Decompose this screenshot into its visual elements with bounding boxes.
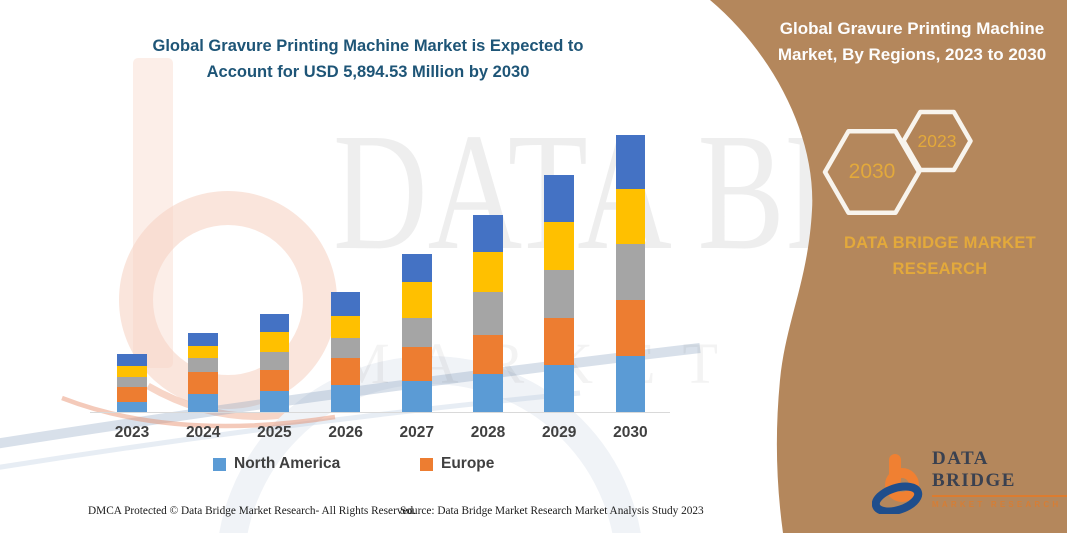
legend-item-europe: Europe bbox=[420, 455, 494, 473]
bar-segment-2030 bbox=[615, 135, 646, 189]
x-axis-label-2023: 2023 bbox=[114, 424, 150, 441]
legend-swatch-north-america-icon bbox=[213, 457, 226, 471]
bar-segment-2023 bbox=[117, 387, 147, 402]
bar-segment-2024 bbox=[188, 358, 218, 372]
region-banner-title-line2: Market, By Regions, 2023 to 2030 bbox=[777, 45, 1047, 65]
brand-logo: DATA BRIDGE MARKET RESEARCH bbox=[872, 448, 1067, 520]
bar-segment-2024 bbox=[188, 346, 218, 358]
bar-segment-2030 bbox=[615, 189, 646, 244]
x-axis-label-2025: 2025 bbox=[257, 424, 292, 441]
bar-segment-2025 bbox=[259, 314, 290, 332]
bar-2024 bbox=[188, 333, 218, 412]
bar-segment-2027 bbox=[402, 347, 432, 381]
data-bridge-logo-icon bbox=[872, 454, 923, 514]
bar-segment-2026 bbox=[330, 385, 361, 412]
bar-segment-2029 bbox=[544, 318, 574, 365]
logo-divider bbox=[932, 495, 1067, 497]
bar-2027 bbox=[402, 254, 432, 412]
bar-segment-2028 bbox=[473, 292, 503, 335]
logo-sub-text: MARKET RESEARCH bbox=[932, 500, 1062, 509]
bar-segment-2024 bbox=[188, 394, 218, 412]
bar-segment-2024 bbox=[188, 333, 218, 346]
bar-segment-2027 bbox=[402, 318, 432, 347]
dmca-note: DMCA Protected © Data Bridge Market Rese… bbox=[88, 505, 416, 517]
bar-2026 bbox=[330, 292, 361, 412]
legend-item-north-america: North America bbox=[213, 455, 340, 473]
bar-segment-2025 bbox=[259, 352, 290, 370]
bar-segment-2030 bbox=[615, 244, 646, 300]
brand-caption-line2: RESEARCH bbox=[892, 260, 988, 279]
bar-segment-2029 bbox=[544, 365, 574, 412]
stacked-bar-chart bbox=[90, 132, 670, 413]
bar-segment-2029 bbox=[544, 222, 574, 270]
brand-caption-line1: DATA BRIDGE MARKET bbox=[843, 234, 1037, 252]
bar-2029 bbox=[544, 175, 574, 412]
bar-segment-2028 bbox=[473, 252, 503, 292]
chart-title-line2: Account for USD 5,894.53 Million by 2030 bbox=[206, 62, 530, 81]
bar-segment-2028 bbox=[473, 335, 503, 374]
bar-2023 bbox=[117, 354, 147, 412]
hex-year-2030: 2030 bbox=[848, 160, 896, 183]
x-axis-label-2028: 2028 bbox=[470, 424, 506, 441]
chart-title: Global Gravure Printing Machine Market i… bbox=[88, 34, 648, 85]
bar-segment-2025 bbox=[259, 370, 290, 391]
x-axis-label-2029: 2029 bbox=[541, 424, 577, 441]
bar-segment-2029 bbox=[544, 270, 574, 318]
bar-segment-2026 bbox=[330, 358, 361, 385]
brand-caption: DATA BRIDGE MARKET RESEARCH bbox=[798, 230, 1067, 283]
x-axis-labels: 2023 2024 2025 2026 2027 2028 2029 2030 bbox=[90, 424, 670, 446]
bar-segment-2026 bbox=[330, 292, 361, 316]
logo-name-text: DATA BRIDGE bbox=[932, 448, 1016, 491]
x-axis-label-2026: 2026 bbox=[328, 424, 363, 441]
bar-segment-2023 bbox=[117, 402, 147, 412]
region-banner-title: Global Gravure Printing Machine Market, … bbox=[762, 16, 1062, 69]
legend-swatch-europe-icon bbox=[420, 457, 433, 471]
hexagon-badges-icon bbox=[822, 109, 973, 215]
chart-title-line1: Global Gravure Printing Machine Market i… bbox=[152, 37, 584, 55]
bar-segment-2024 bbox=[188, 372, 218, 394]
bar-segment-2026 bbox=[330, 338, 361, 358]
bar-segment-2028 bbox=[473, 215, 503, 252]
bar-2030 bbox=[615, 135, 646, 412]
bar-segment-2023 bbox=[117, 354, 147, 366]
x-axis-label-2027: 2027 bbox=[399, 424, 435, 441]
region-banner-title-line1: Global Gravure Printing Machine bbox=[779, 19, 1045, 38]
bar-segment-2023 bbox=[117, 366, 147, 377]
bar-segment-2023 bbox=[117, 377, 147, 387]
bar-2028 bbox=[473, 215, 503, 412]
bar-segment-2030 bbox=[615, 356, 646, 412]
x-axis-label-2024: 2024 bbox=[185, 424, 221, 441]
bar-segment-2028 bbox=[473, 374, 503, 412]
bar-segment-2027 bbox=[402, 381, 432, 412]
bar-2025 bbox=[259, 314, 290, 412]
source-note: Source: Data Bridge Market Research Mark… bbox=[400, 505, 704, 517]
bar-segment-2025 bbox=[259, 391, 290, 412]
legend-label-europe: Europe bbox=[441, 455, 495, 472]
bar-segment-2029 bbox=[544, 175, 574, 222]
bar-segment-2027 bbox=[402, 282, 432, 318]
hex-year-2023: 2023 bbox=[917, 131, 957, 151]
bar-segment-2027 bbox=[402, 254, 432, 282]
legend-label-north-america: North America bbox=[234, 455, 341, 472]
bar-segment-2026 bbox=[330, 316, 361, 338]
bar-segment-2025 bbox=[259, 332, 290, 352]
bar-segment-2030 bbox=[615, 300, 646, 356]
x-axis-label-2030: 2030 bbox=[613, 424, 648, 441]
